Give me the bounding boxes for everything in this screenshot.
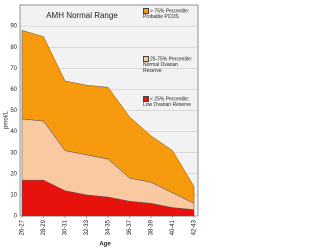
x-tick-label: 42-43 bbox=[192, 219, 198, 235]
x-tick-label: 28-29 bbox=[41, 219, 47, 235]
chart: AMH Normal Range Age pmol/L 0 10 20 30 40 50 6… bbox=[4, 4, 199, 248]
chart-title: AMH Normal Range bbox=[46, 11, 118, 20]
page: AMH Normal Range Age pmol/L 0 10 20 30 40 50 6… bbox=[4, 4, 199, 248]
x-axis-label: Age bbox=[99, 242, 111, 248]
x-tick-label: 34-35 bbox=[106, 219, 112, 235]
x-tick-label: 36-37 bbox=[127, 219, 133, 235]
y-tick-label: 80 bbox=[10, 45, 17, 51]
y-tick-label: 40 bbox=[10, 129, 17, 135]
x-tick-label: 30-31 bbox=[63, 219, 69, 235]
legend-swatch bbox=[143, 96, 149, 102]
y-tick-label: 0 bbox=[14, 214, 18, 220]
y-tick-label: 90 bbox=[10, 24, 17, 30]
areas bbox=[21, 29, 195, 217]
y-tick-label: 20 bbox=[10, 171, 17, 177]
x-tick-label: 38-39 bbox=[149, 219, 155, 235]
y-tick-label: 10 bbox=[10, 192, 17, 198]
legend-label: 25-75% Percentile: Normal Ovarian Reserv… bbox=[143, 56, 193, 75]
x-tick-label: 26-27 bbox=[20, 219, 26, 235]
legend-item: 25-75% Percentile: Normal Ovarian Reserv… bbox=[143, 56, 195, 74]
x-tick-label: 32-33 bbox=[84, 219, 90, 235]
legend-label: > 75% Percentile: Probable PCOS bbox=[143, 8, 190, 21]
legend-swatch bbox=[143, 56, 149, 62]
legend-item: > 75% Percentile: Probable PCOS bbox=[143, 8, 195, 20]
y-tick-label: 70 bbox=[10, 66, 17, 72]
legend-item: < 25% Percentile: Low Ovarian Reserve bbox=[143, 96, 195, 108]
y-tick-label: 30 bbox=[10, 150, 17, 156]
y-tick-label: 50 bbox=[10, 108, 17, 114]
x-tick-label: 40-41 bbox=[170, 219, 176, 235]
y-tick-label: 60 bbox=[10, 87, 17, 93]
y-axis-label: pmol/L bbox=[4, 110, 10, 129]
legend-swatch bbox=[143, 8, 149, 14]
area bbox=[21, 29, 195, 204]
legend-label: < 25% Percentile: Low Ovarian Reserve bbox=[143, 96, 192, 109]
